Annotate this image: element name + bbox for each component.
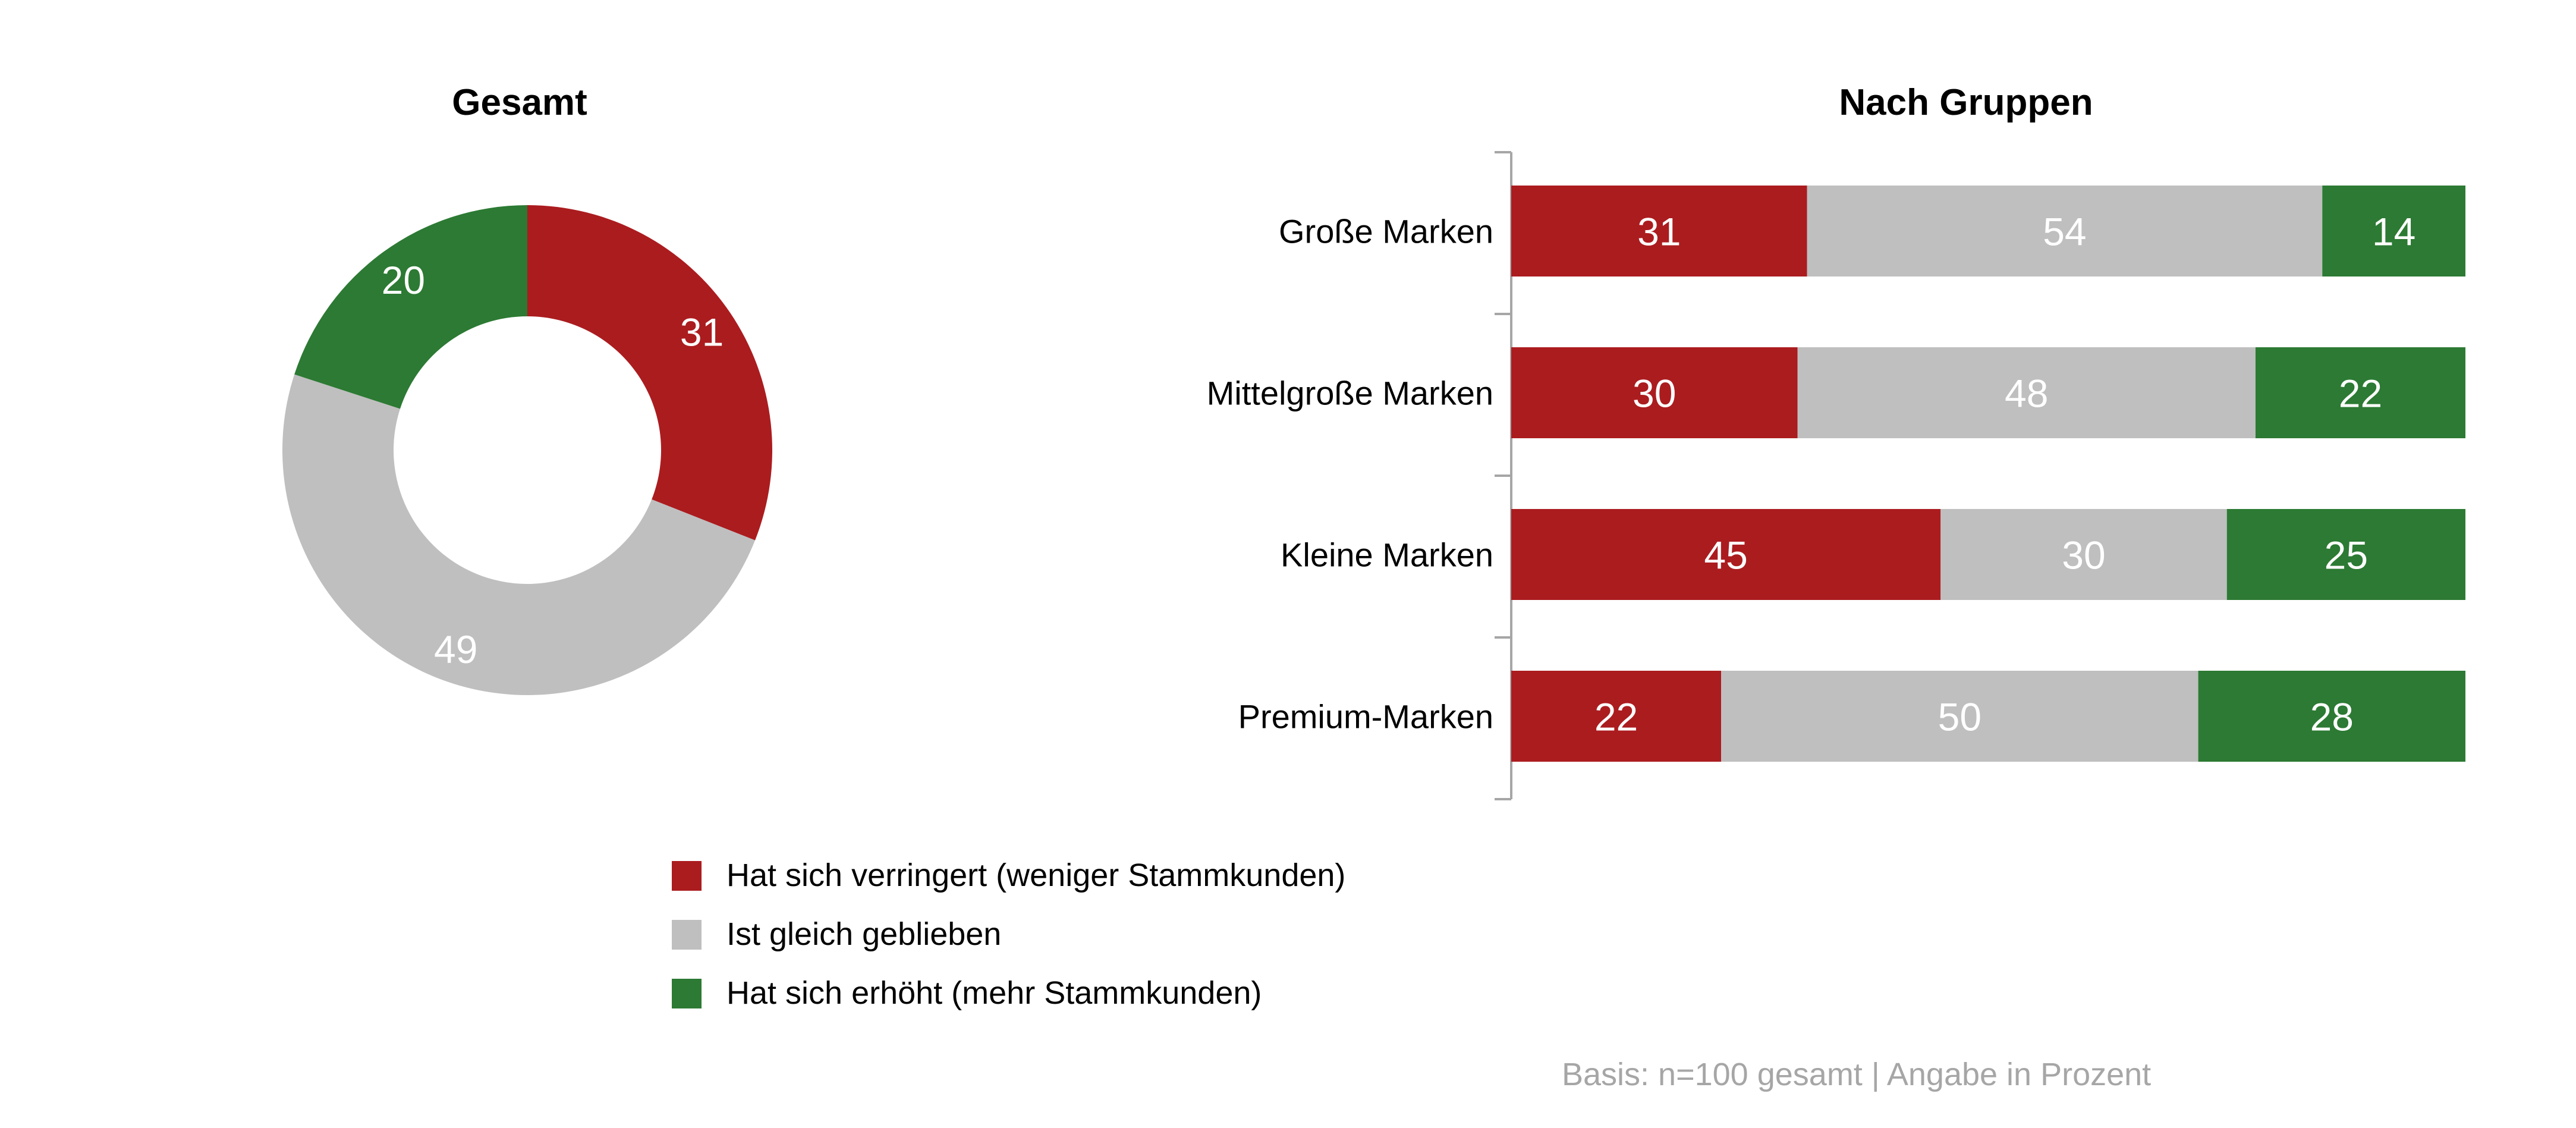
bar-chart-title: Nach Gruppen [1839,82,2093,123]
footnote: Basis: n=100 gesamt | Angabe in Prozent [1562,1057,2151,1092]
bar-segment-decreased [1511,671,1722,762]
legend-label-decreased: Hat sich verringert (weniger Stammkunden… [726,857,1345,893]
bar-value-increased: 25 [2325,533,2368,577]
bar-value-decreased: 30 [1633,372,1676,416]
bar-segment-increased [2322,186,2465,276]
bar-segment-same [1940,509,2227,600]
category-label: Premium-Marken [1238,698,1493,736]
donut-value-increased: 20 [382,258,425,302]
donut-title: Gesamt [452,82,587,123]
bar-value-same: 30 [2062,533,2105,577]
bar-segment-same [1797,347,2256,438]
bar-value-decreased: 31 [1637,210,1681,254]
bar-value-same: 54 [2043,210,2086,254]
bar-segment-decreased [1511,347,1798,438]
bar-value-same: 48 [2005,372,2048,416]
donut-slice-same [282,374,756,695]
legend: Hat sich verringert (weniger Stammkunden… [672,857,1345,1011]
bar-segment-increased [2226,509,2465,600]
bar-segment-decreased [1511,186,1807,276]
bar-segment-increased [2255,347,2465,438]
legend-label-same: Ist gleich geblieben [726,916,1001,952]
donut-value-same: 49 [434,627,477,671]
bar-value-increased: 22 [2339,372,2382,416]
category-label: Große Marken [1279,213,1493,250]
legend-label-increased: Hat sich erhöht (mehr Stammkunden) [726,975,1262,1011]
stacked-bar-chart: Große Marken 31 54 14 Mittelgroße Marken 30 48… [1207,151,2465,800]
bar-value-increased: 14 [2372,210,2415,254]
bar-value-decreased: 45 [1704,533,1747,577]
bar-value-increased: 28 [2310,695,2354,739]
category-label: Kleine Marken [1281,536,1493,574]
category-label: Mittelgroße Marken [1207,375,1493,412]
bar-value-decreased: 22 [1594,695,1638,739]
bar-value-same: 50 [1938,695,1981,739]
bar-segment-decreased [1511,509,1941,600]
bar-segment-same [1721,671,2198,762]
donut-chart: 31 49 20 [282,205,772,695]
legend-swatch-same [672,920,702,950]
donut-slice-decreased [527,205,772,541]
bar-segment-increased [2198,671,2465,762]
donut-value-decreased: 31 [680,310,724,354]
donut-slice-increased [294,205,527,409]
legend-swatch-increased [672,979,702,1008]
legend-swatch-decreased [672,861,702,891]
bar-segment-same [1807,186,2323,276]
